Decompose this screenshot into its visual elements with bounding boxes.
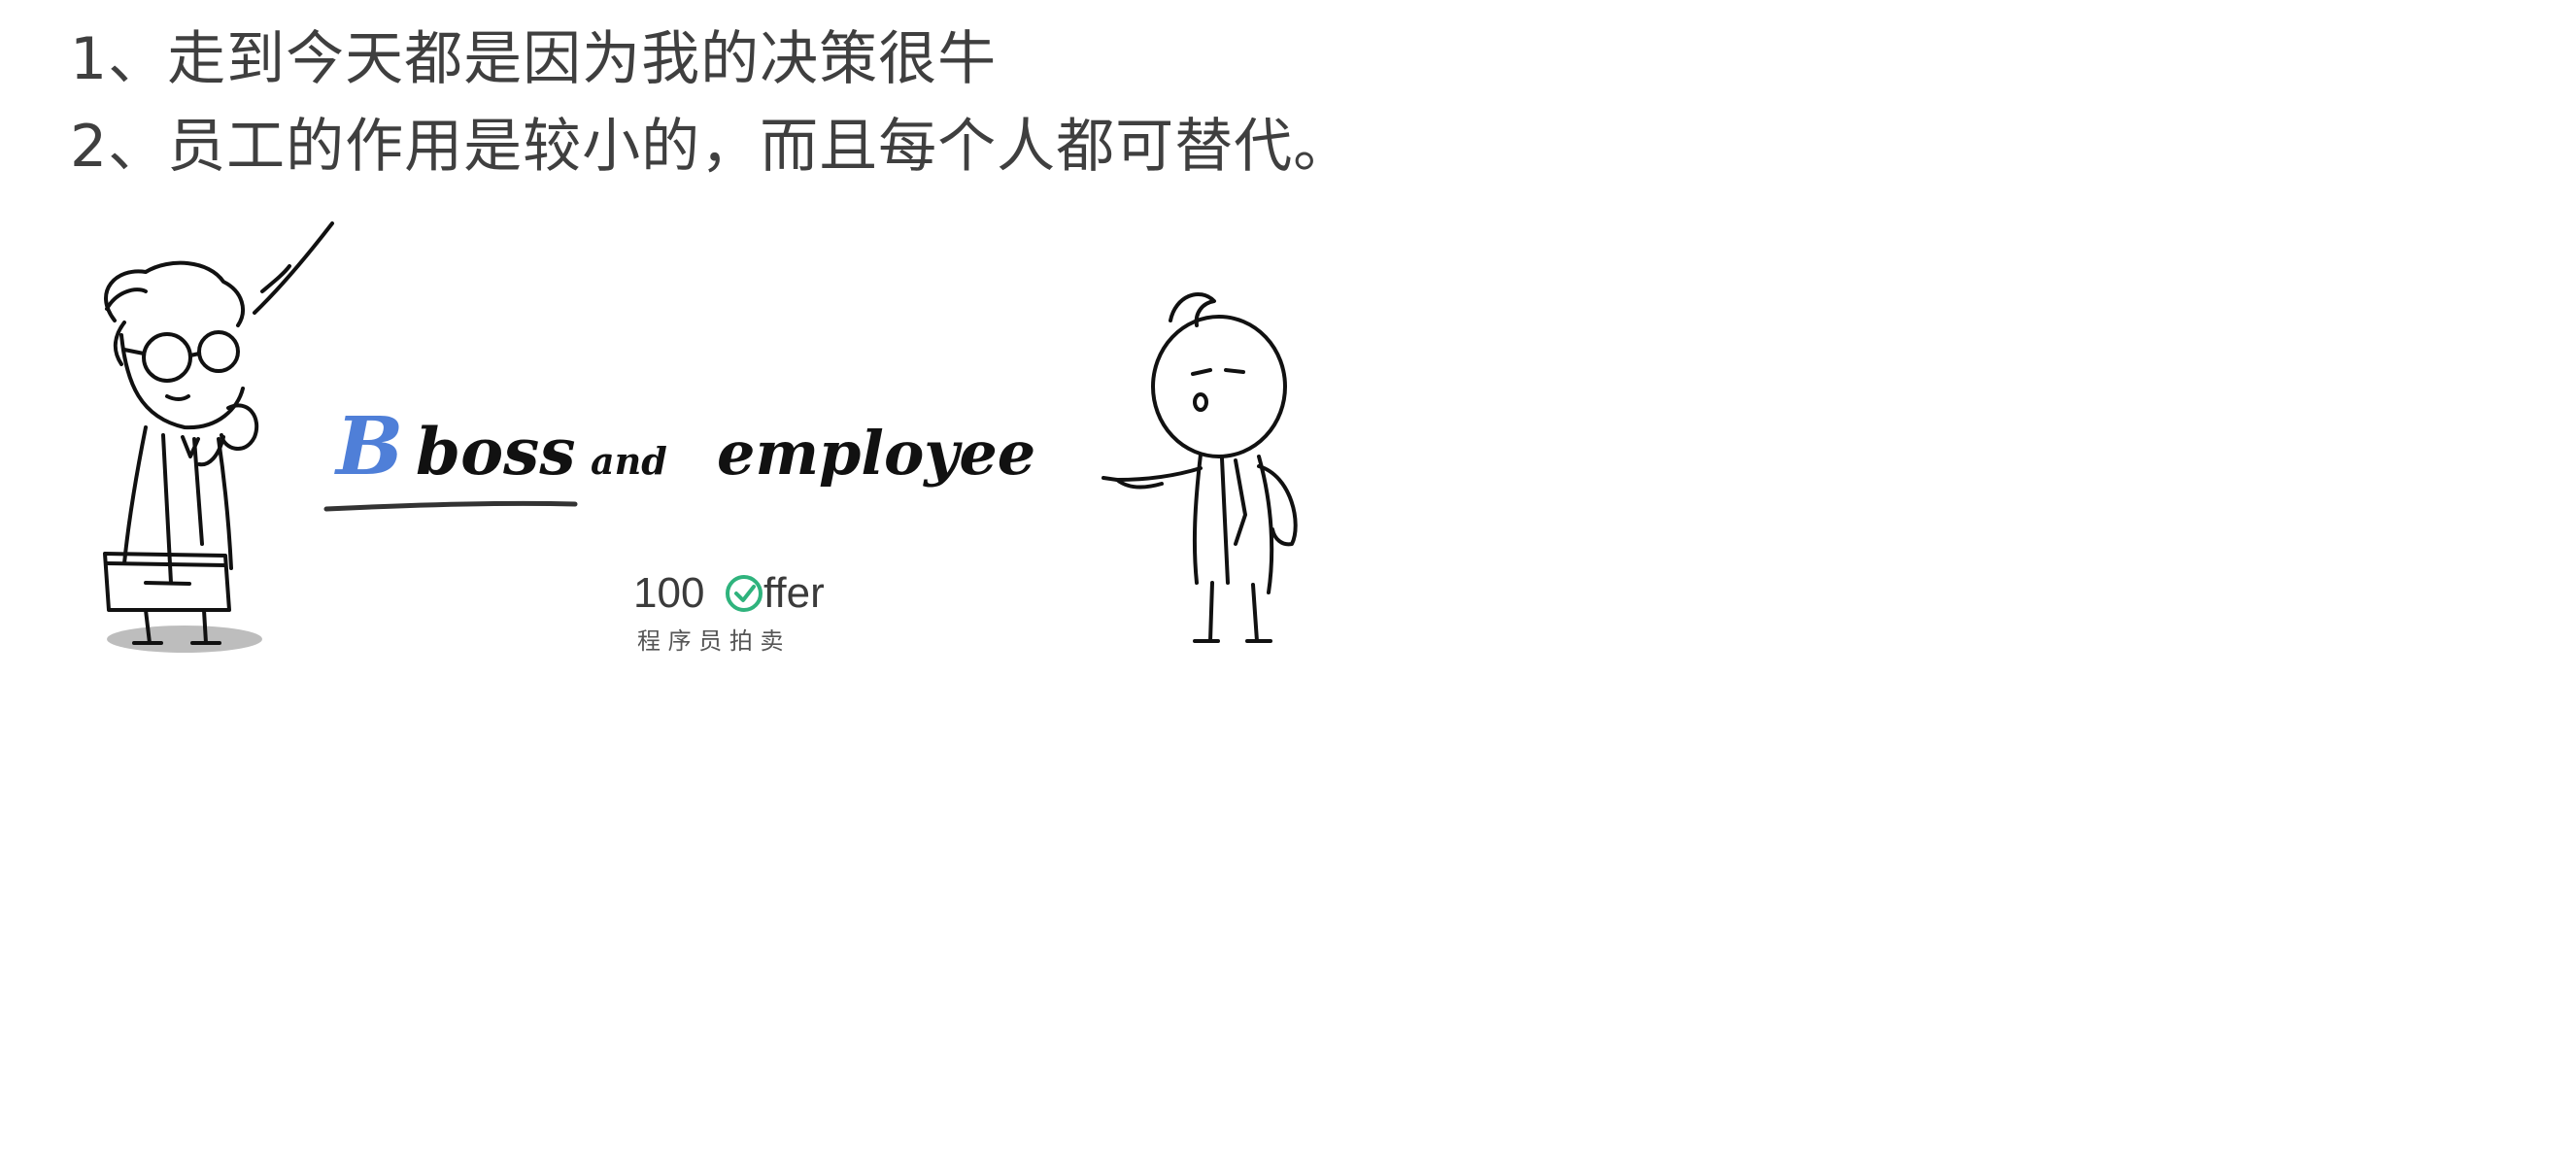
employee-figure bbox=[1102, 291, 1298, 643]
logo-subtitle: 程 序 员 拍 卖 bbox=[637, 627, 784, 655]
caption-line-1: 1、走到今天都是因为我的决策很牛 bbox=[70, 25, 998, 93]
check-circle-icon bbox=[726, 575, 763, 612]
brand-logo: 100 ffer 程 序 员 拍 卖 bbox=[633, 569, 825, 655]
cartoon-drawing: B boss and employee 100 ffer 程 序 员 拍 卖 bbox=[103, 221, 1298, 655]
headline: B boss and employee bbox=[323, 400, 1035, 512]
headline-initial: B bbox=[334, 400, 403, 493]
logo-brand: ffer bbox=[763, 569, 825, 617]
headline-and: and bbox=[591, 439, 667, 483]
caption-line-2: 2、员工的作用是较小的，而且每个人都可替代。 bbox=[70, 113, 1353, 181]
boss-figure bbox=[103, 221, 334, 653]
illustration-canvas: 1、走到今天都是因为我的决策很牛 2、员工的作用是较小的，而且每个人都可替代。 bbox=[0, 0, 1523, 680]
headline-boss: boss bbox=[416, 414, 575, 490]
headline-employee: employee bbox=[717, 418, 1035, 489]
headline-underline bbox=[323, 500, 578, 512]
logo-number: 100 bbox=[633, 569, 704, 617]
boss-shadow bbox=[107, 626, 262, 653]
